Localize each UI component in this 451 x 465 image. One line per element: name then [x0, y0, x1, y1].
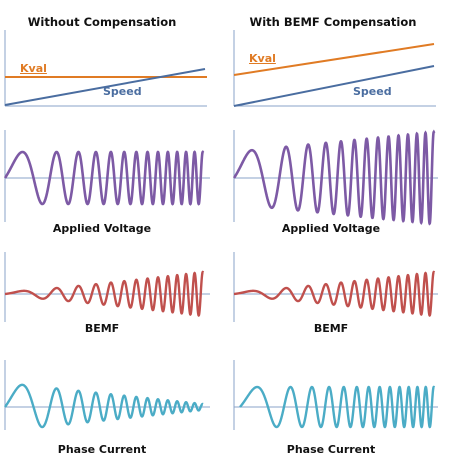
kval-label-with-compensation: Kval: [249, 52, 276, 65]
phase-current-waveform-with-compensation: [239, 385, 436, 429]
speed-label-with-compensation: Speed: [353, 85, 392, 98]
caption-phase-current-left: Phase Current: [57, 443, 147, 456]
kval-label-without-compensation: Kval: [20, 62, 47, 75]
parameter-lines: [4, 43, 435, 107]
column-title-without-compensation: Without Compensation: [27, 15, 177, 29]
caption-applied-voltage-right: Applied Voltage: [281, 222, 381, 235]
bemf-waveform-with-compensation: [233, 270, 436, 317]
caption-applied-voltage-left: Applied Voltage: [52, 222, 152, 235]
kval-line-with-compensation: [233, 43, 435, 76]
caption-bemf-right: BEMF: [313, 322, 349, 335]
speed-line-with-compensation: [233, 65, 435, 107]
applied-voltage-waveform-without-compensation: [3, 150, 205, 206]
speed-line-without-compensation: [4, 68, 206, 106]
speed-label-without-compensation: Speed: [103, 85, 142, 98]
phase-current-waveform-without-compensation: [4, 383, 204, 429]
caption-bemf-left: BEMF: [84, 322, 120, 335]
column-title-with-bemf-compensation: With BEMF Compensation: [249, 15, 417, 29]
bemf-waveform-without-compensation: [4, 270, 205, 317]
applied-voltage-waveform-with-compensation: [232, 129, 436, 226]
caption-phase-current-right: Phase Current: [286, 443, 376, 456]
